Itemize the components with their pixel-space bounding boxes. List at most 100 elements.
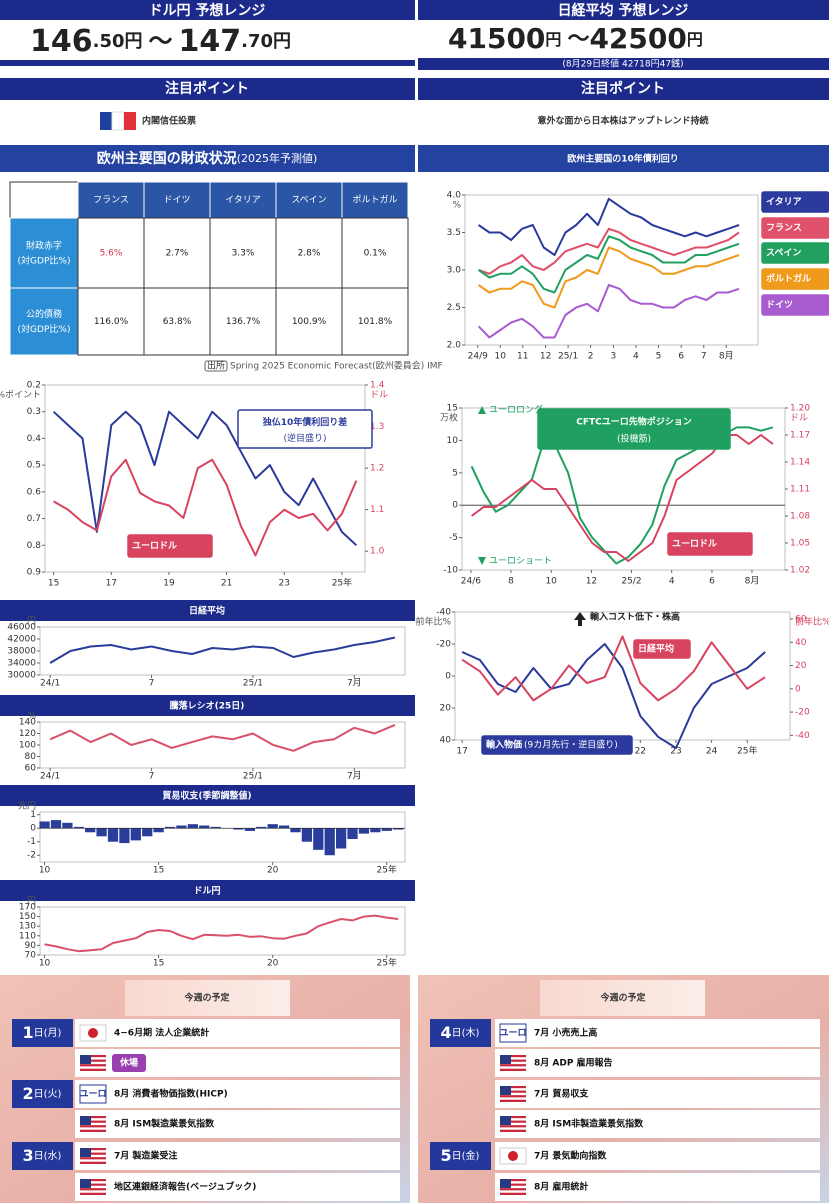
legend-tag <box>761 242 829 264</box>
y-tick-label: 90 <box>25 941 37 951</box>
y2-tick-label: 1.05 <box>790 539 810 549</box>
cell-text: 101.8% <box>358 317 393 327</box>
schedule-row <box>75 1110 400 1138</box>
x-tick-label: 20 <box>267 866 279 876</box>
flag-us <box>500 1068 526 1071</box>
y2-tick-label: 1.2 <box>370 464 384 474</box>
cell <box>341 217 409 289</box>
source-text: Spring 2025 Economic Forecast(欧州委員会) IMF <box>230 360 443 372</box>
schedule-text: 8月 消費者物価指数(HICP) <box>114 1088 228 1100</box>
focus-header-text: 注目ポイント <box>581 80 665 97</box>
x-tick-label: 24 <box>706 747 718 757</box>
flag-us <box>80 1059 106 1062</box>
flag-us <box>80 1055 91 1064</box>
col-header-text: フランス <box>93 195 129 206</box>
y-tick-label: 15 <box>447 404 458 414</box>
x-tick-label: 3 <box>611 352 617 362</box>
flag-us <box>500 1057 526 1060</box>
cell <box>275 217 343 289</box>
x-tick-label: 20 <box>267 959 279 969</box>
y-tick-label: 2.5 <box>447 303 461 313</box>
legend-label: スペイン <box>766 248 801 259</box>
euro-mark-text: ユーロ <box>79 1090 106 1100</box>
y-tick-label: 70 <box>25 951 37 961</box>
flag-us <box>500 1179 526 1182</box>
y-tick-label: 0.9 <box>27 568 42 578</box>
y2-tick-label: 1.1 <box>370 505 384 515</box>
flag-fr <box>111 111 125 131</box>
y-tick-label: 42000 <box>7 635 36 645</box>
x-tick-label: 7 <box>149 679 155 689</box>
row-sub: (対GDP比%) <box>18 255 71 267</box>
flag-us <box>80 1055 106 1058</box>
y-tick-label: -20 <box>436 640 451 650</box>
schedule-row <box>495 1019 820 1047</box>
cell-text: 5.6% <box>100 249 123 259</box>
y2-tick-label: 0 <box>795 684 801 694</box>
schedule-text: 8月 ISM製造業景気指数 <box>114 1118 215 1130</box>
legend-label: ユーロドル <box>672 539 717 550</box>
x-tick-label: 12 <box>540 352 551 362</box>
schedule-row <box>495 1173 820 1201</box>
bar <box>301 828 313 842</box>
flag-us <box>80 1116 106 1119</box>
bar <box>358 828 370 834</box>
y-tick-label: 3.5 <box>447 228 461 238</box>
y-tick-label: 110 <box>19 931 36 941</box>
y2-tick-label: 1.11 <box>790 485 810 495</box>
y-tick-label: 120 <box>19 729 36 739</box>
cell-text: 116.0% <box>94 317 129 327</box>
y-tick-label: 0 <box>452 501 458 511</box>
bar <box>244 828 256 831</box>
y2-tick-label: 1.3 <box>370 422 384 432</box>
range-text: 41500円 ～42500円 <box>448 22 703 55</box>
bar <box>62 822 73 829</box>
schedule-text: 4−6月期 法人企業統計 <box>114 1027 209 1039</box>
flag-fr <box>100 112 112 130</box>
y-tick-label: 30000 <box>7 671 36 681</box>
y-axis-label: 前年比% <box>415 616 451 628</box>
flag-us <box>500 1125 526 1128</box>
cell-text: 63.8% <box>163 317 192 327</box>
plot-area <box>39 811 406 863</box>
y-tick-label: 3.0 <box>447 266 462 276</box>
schedule-title-box <box>125 980 290 1016</box>
flag-us <box>500 1061 526 1065</box>
cell <box>209 287 277 356</box>
bar <box>233 828 244 830</box>
range-title: 日経平均 予想レンジ <box>558 2 689 19</box>
cell <box>275 287 343 356</box>
bar <box>119 828 130 844</box>
flag-us <box>80 1116 91 1125</box>
flag-us <box>80 1161 106 1164</box>
panel-header <box>0 880 415 901</box>
y-tick-label: 60 <box>25 764 37 774</box>
range-text: 146.50円～ 147.70円 <box>30 24 291 59</box>
col-header-text: イタリア <box>225 195 261 206</box>
x-tick-label: 8月 <box>719 351 734 362</box>
day: 1 <box>23 1023 34 1042</box>
y-axis-label: 兆円 <box>18 801 36 812</box>
bar <box>381 828 392 831</box>
x-tick-label: 7 <box>149 772 155 782</box>
y-tick-label: 40 <box>440 736 452 746</box>
bar <box>313 828 324 850</box>
y-tick-label: 0.2 <box>27 381 41 391</box>
y-tick-label: -1 <box>27 837 36 847</box>
x-tick-label: 25/1 <box>243 679 263 689</box>
flag-us <box>500 1095 526 1098</box>
section-header <box>418 145 829 172</box>
legend-tag <box>127 534 213 558</box>
chart-title: 欧州主要国の10年債利回り <box>567 153 679 165</box>
anno-arrow <box>478 406 486 414</box>
flag-us <box>80 1185 106 1189</box>
cell-text: 3.3% <box>232 249 255 259</box>
flag-us <box>500 1190 526 1193</box>
y2-tick-label: 1.02 <box>790 566 810 576</box>
anno-arrow <box>478 557 486 565</box>
x-tick-label: 7月 <box>347 771 362 782</box>
cell <box>77 287 145 356</box>
y-tick-label: 100 <box>19 741 36 751</box>
y-axis-label: 円 <box>27 896 36 907</box>
section-header <box>0 145 415 172</box>
